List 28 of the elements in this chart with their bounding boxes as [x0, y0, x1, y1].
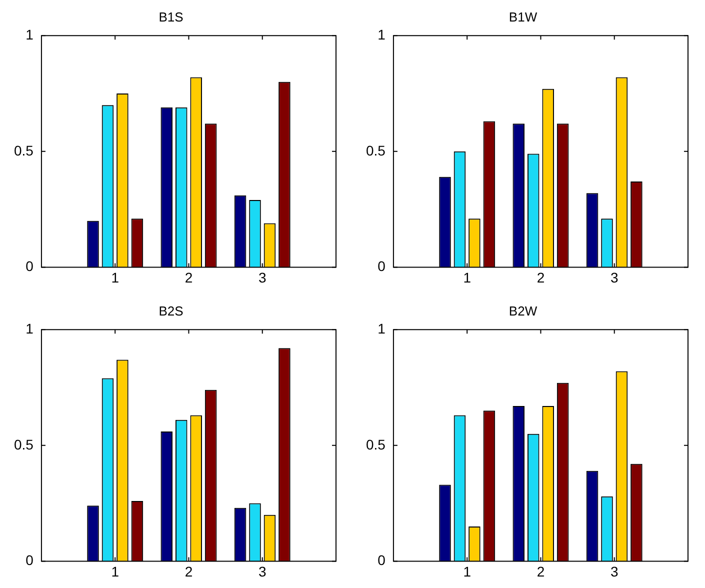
chart-title: B2S: [158, 303, 184, 318]
y-tick-label: 0: [378, 552, 386, 568]
x-tick-label: 1: [111, 563, 120, 580]
x-tick-label: 2: [184, 563, 193, 580]
x-tick-label: 1: [463, 563, 472, 580]
x-tick-label: 1: [463, 269, 472, 286]
x-tick-label: 2: [536, 269, 545, 286]
y-tick-label: 0.5: [14, 142, 34, 158]
x-tick-label: 3: [610, 563, 618, 580]
y-tick-label: 1: [378, 26, 386, 42]
x-tick-label: 2: [184, 269, 193, 286]
x-tick-label: 3: [610, 269, 618, 286]
y-tick-label: 0: [378, 258, 386, 274]
y-tick-label: 1: [26, 320, 34, 336]
y-tick-label: 1: [378, 320, 386, 336]
x-tick-label: 3: [258, 269, 266, 286]
y-tick-label: 1: [26, 26, 34, 42]
y-tick-label: 0: [26, 258, 34, 274]
chart-title: B2W: [508, 303, 538, 318]
chart-title: B1W: [508, 9, 538, 24]
x-tick-label: 1: [111, 269, 120, 286]
chart-title: B1S: [158, 9, 184, 24]
y-tick-label: 0.5: [366, 436, 386, 452]
x-tick-label: 2: [536, 563, 545, 580]
y-tick-label: 0.5: [366, 142, 386, 158]
x-tick-label: 3: [258, 563, 266, 580]
y-tick-label: 0: [26, 552, 34, 568]
y-tick-label: 0.5: [14, 436, 34, 452]
